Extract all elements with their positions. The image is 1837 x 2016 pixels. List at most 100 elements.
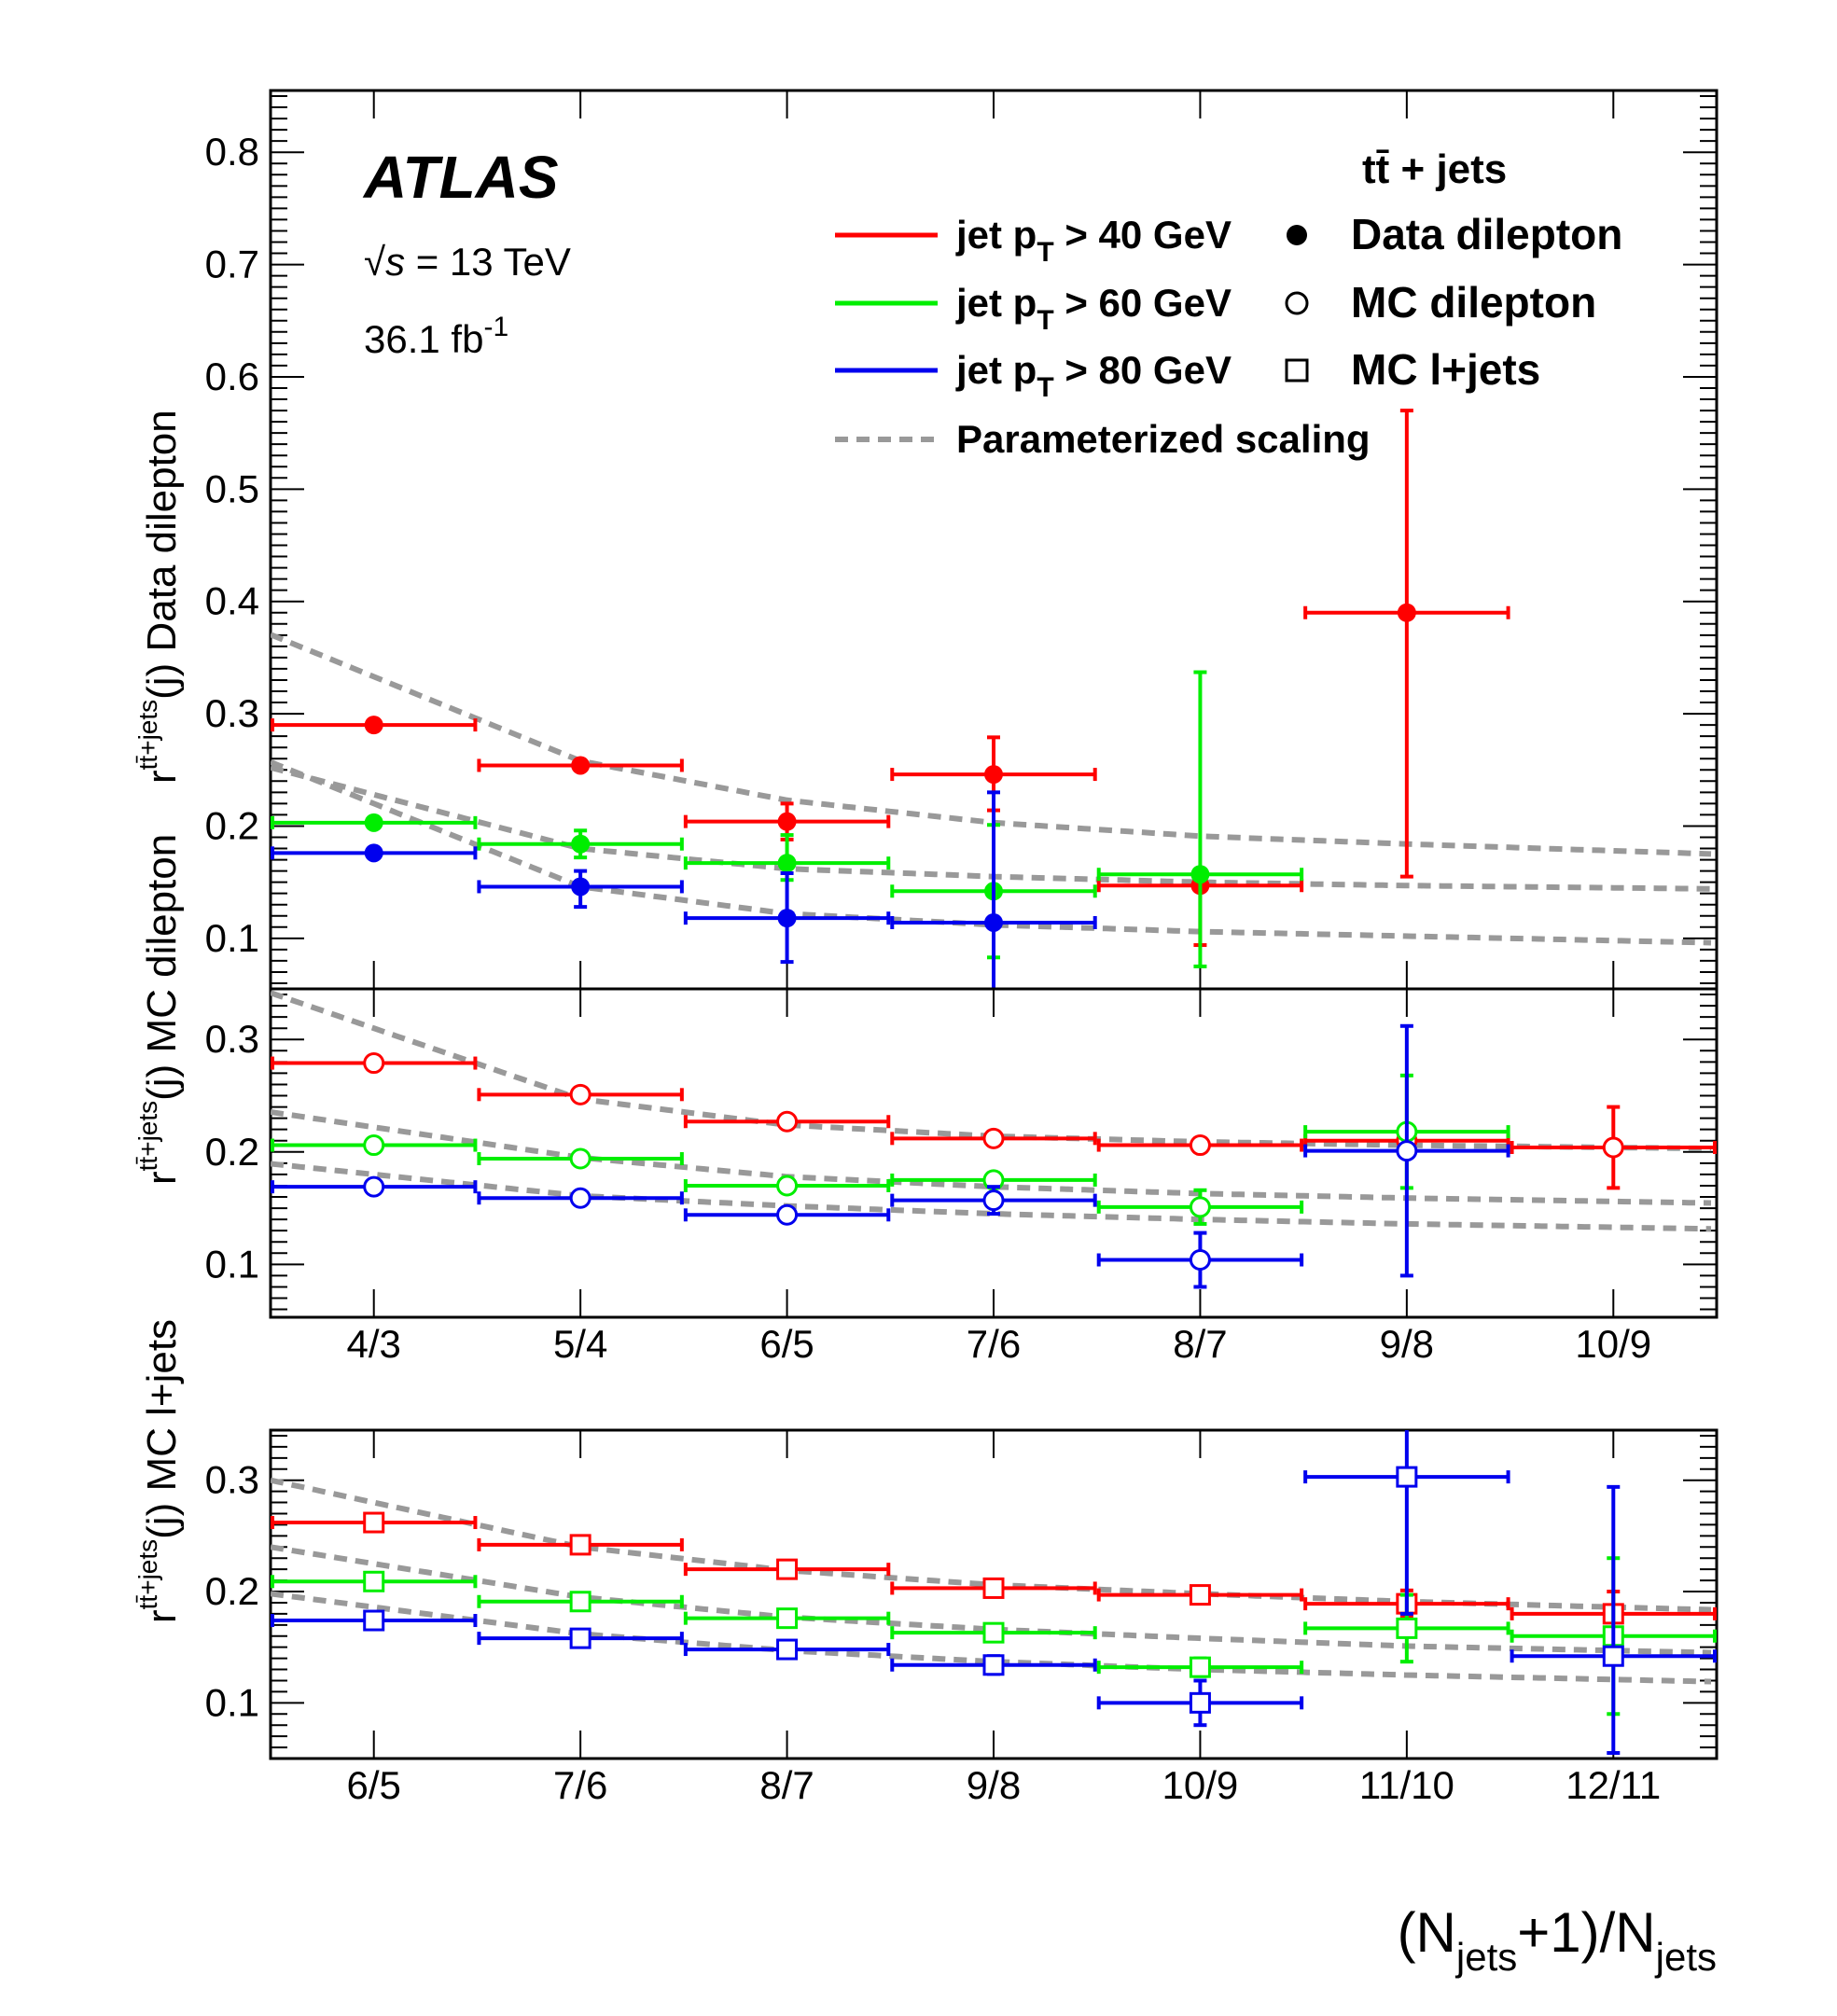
scaling-curve <box>271 1161 1712 1232</box>
panel-mc-ljets: 0.1 0.2 0.3 6/5 7/6 8/7 9/8 10/9 11/10 12/11 rtt̄+… <box>133 1319 1719 1807</box>
data-point <box>363 1052 385 1075</box>
series-pt40 <box>271 1511 1717 1638</box>
scaling-curve <box>271 759 1712 946</box>
y-tick-label: 0.1 <box>205 1242 259 1286</box>
y-ticks: 0.1 0.2 0.3 <box>205 994 1717 1311</box>
x-tick-label: 12/11 <box>1566 1763 1661 1807</box>
data-point <box>1190 865 1210 884</box>
x-tick-label: 4/3 <box>347 1322 401 1366</box>
data-point <box>1189 1249 1211 1272</box>
x-tick-label: 10/9 <box>1162 1763 1239 1807</box>
data-point <box>982 1127 1005 1149</box>
panel-data-dilepton: 0.1 0.2 0.3 0.4 0.5 0.6 0.7 0.8 rtt̄+jets(j) Dat… <box>133 89 1719 991</box>
data-point <box>1189 1656 1211 1678</box>
data-point <box>776 1638 799 1661</box>
data-point <box>1189 1134 1211 1157</box>
y-tick-label: 0.2 <box>205 803 259 847</box>
lumi-label: 36.1 fb-1 <box>364 312 508 361</box>
y-tick-label: 0.6 <box>205 355 259 398</box>
x-tick-label: 6/5 <box>759 1322 814 1366</box>
legend-marker-label: MC l+jets <box>1351 345 1540 394</box>
x-ticks: 4/3 5/4 6/5 7/6 8/7 9/8 10/9 <box>347 989 1651 1366</box>
panel-mc-dilepton: 0.1 0.2 0.3 4/3 5/4 6/5 7/6 8/7 9/8 10/9 rtt̄+jets… <box>133 834 1719 1366</box>
scaling-curve <box>271 990 1712 1152</box>
y-tick-label: 0.1 <box>205 916 259 960</box>
legend-marker-label: MC dilepton <box>1351 278 1596 327</box>
x-tick-label: 10/9 <box>1575 1322 1651 1366</box>
lumi-exponent: -1 <box>483 312 508 342</box>
y-tick-label: 0.3 <box>205 1458 259 1502</box>
energy-value: = 13 TeV <box>416 240 571 284</box>
legend-label-pt40: jet pT > 40 GeV <box>955 213 1232 268</box>
data-point <box>776 1175 799 1197</box>
y-ticks: 0.1 0.2 0.3 0.4 0.5 0.6 0.7 0.8 <box>205 95 1717 984</box>
process-label: tt̄ + jets <box>1362 146 1507 192</box>
experiment-label: ATLAS <box>362 144 559 211</box>
data-point <box>363 1175 385 1198</box>
scaling-curve <box>271 1591 1712 1685</box>
y-axis-label-text: rtt̄+jets(j) Data dilepton <box>133 410 185 784</box>
data-point <box>776 1110 799 1133</box>
y-tick-label: 0.2 <box>205 1130 259 1174</box>
y-tick-label: 0.3 <box>205 1017 259 1061</box>
series-pt60 <box>271 1073 1510 1226</box>
data-point <box>569 1187 591 1209</box>
data-point <box>363 1134 385 1157</box>
y-axis-label: rtt̄+jets(j) MC dilepton <box>133 834 185 1185</box>
data-point <box>569 1534 591 1556</box>
scaling-curve <box>271 1544 1712 1656</box>
x-tick-label: 8/7 <box>1173 1322 1227 1366</box>
data-series <box>271 1430 1717 1756</box>
data-point <box>984 912 1003 932</box>
data-point <box>777 909 797 928</box>
data-point <box>982 1577 1005 1599</box>
series-pt80 <box>271 1023 1510 1289</box>
y-ticks: 0.1 0.2 0.3 <box>205 1434 1717 1759</box>
data-point <box>1189 1584 1211 1606</box>
legend-marker-open-square <box>1285 358 1309 382</box>
energy-symbol: s <box>385 240 405 284</box>
y-tick-label: 0.2 <box>205 1569 259 1613</box>
panel-frame <box>269 987 1719 1319</box>
data-point <box>571 756 591 775</box>
data-point <box>1397 603 1416 622</box>
x-tick-label: 9/8 <box>967 1763 1021 1807</box>
scaling-curve <box>271 764 1712 892</box>
legend-marker-filled-circle <box>1287 225 1307 245</box>
x-tick-label: 9/8 <box>1380 1322 1434 1366</box>
x-tick-label: 6/5 <box>347 1763 401 1807</box>
data-point <box>1602 1645 1624 1667</box>
y-axis-label: rtt̄+jets(j) Data dilepton <box>133 410 185 784</box>
data-point <box>1602 1136 1624 1159</box>
data-point <box>982 1189 1005 1212</box>
data-point <box>363 1609 385 1632</box>
data-point <box>569 1147 591 1170</box>
data-point <box>569 1083 591 1105</box>
series-pt80 <box>271 790 1097 989</box>
data-point <box>777 812 797 831</box>
data-point <box>1189 1196 1211 1218</box>
x-ticks: 6/5 7/6 8/7 9/8 10/9 11/10 12/11 <box>347 1430 1661 1807</box>
data-point <box>571 834 591 854</box>
data-point <box>569 1627 591 1649</box>
lumi-value: 36.1 fb <box>364 317 483 361</box>
legend: jet pT > 40 GeV jet pT > 60 GeV jet pT > 8… <box>835 210 1622 461</box>
svg-text:36.1 fb-1: 36.1 fb-1 <box>364 312 508 361</box>
scaling-curve <box>271 1109 1712 1206</box>
data-point <box>1396 1617 1418 1639</box>
x-tick-label: 7/6 <box>967 1322 1021 1366</box>
data-point <box>982 1621 1005 1644</box>
svg-text:√s = 13 TeV: √s = 13 TeV <box>364 240 571 284</box>
y-tick-label: 0.4 <box>205 579 259 623</box>
x-tick-label: 5/4 <box>553 1322 607 1366</box>
data-point <box>777 854 797 873</box>
y-tick-label: 0.1 <box>205 1680 259 1724</box>
y-tick-label: 0.5 <box>205 466 259 510</box>
data-point <box>1189 1691 1211 1714</box>
data-point <box>776 1203 799 1226</box>
x-tick-label: 11/10 <box>1359 1763 1454 1807</box>
data-point <box>364 843 383 863</box>
data-point <box>571 877 591 897</box>
data-series <box>271 1023 1717 1289</box>
data-point <box>363 1570 385 1592</box>
